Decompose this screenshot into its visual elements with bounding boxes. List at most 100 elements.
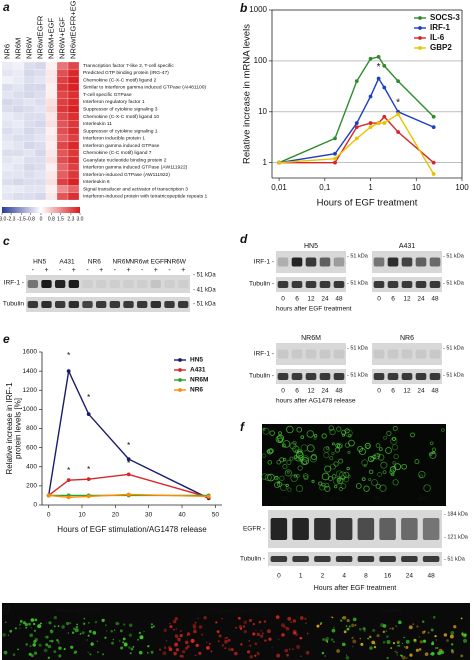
- cell-dot: [293, 474, 297, 478]
- cell-dot: [333, 461, 339, 467]
- blot-band: [95, 280, 107, 288]
- cell-dot: [49, 629, 54, 634]
- cell-dot: [436, 647, 439, 650]
- cell-dot: [281, 443, 286, 448]
- heatmap-cell: [56, 76, 69, 84]
- cell-dot: [316, 624, 320, 628]
- row-label: Tubulin -: [240, 556, 265, 563]
- heatmap-cell: [67, 105, 80, 113]
- blot-band: [305, 349, 317, 359]
- heatmap-cell: [34, 112, 47, 121]
- cell-dot: [224, 647, 227, 649]
- cell-dot: [361, 459, 369, 467]
- heatmap-cell: [23, 98, 36, 106]
- cell-dot: [432, 451, 436, 455]
- cell-dot: [345, 625, 348, 627]
- microscopy-image: [262, 424, 446, 506]
- cell-dot: [330, 638, 334, 641]
- time-label: 6: [295, 388, 299, 395]
- row-label: IRF-1 -: [254, 259, 274, 266]
- colorbar-tick-label: 2.3: [67, 216, 74, 222]
- cell-dot: [336, 426, 342, 432]
- time-label: 24: [417, 388, 425, 395]
- cell-dot: [363, 485, 370, 492]
- cell-dot: [235, 626, 238, 629]
- cell-dot: [329, 463, 336, 470]
- blot-band: [270, 556, 288, 562]
- cell-dot: [427, 631, 430, 634]
- cell-dot: [463, 633, 467, 637]
- blot-band: [429, 257, 441, 267]
- blot-band: [319, 281, 331, 288]
- x-tick-label: 40: [178, 512, 186, 519]
- cell-dot: [72, 627, 76, 631]
- heatmap-cell: [56, 149, 69, 157]
- cell-dot: [30, 618, 35, 622]
- colorbar-tick-label: 3.0: [77, 216, 84, 222]
- heatmap-cell: [1, 163, 14, 172]
- cell-dot: [83, 617, 86, 620]
- cell-dot: [227, 638, 231, 642]
- cell-dot: [336, 477, 344, 484]
- cell-dot: [192, 625, 197, 630]
- cell-dot: [74, 628, 79, 633]
- heatmap-cell: [56, 90, 69, 99]
- cell-dot: [295, 484, 304, 493]
- y-tick-label: 1000: [23, 406, 38, 413]
- cell-dot: [192, 629, 197, 634]
- cell-dot: [392, 642, 396, 645]
- cell-dot: [266, 449, 271, 454]
- blot-band: [387, 349, 399, 359]
- data-point: [277, 160, 281, 165]
- cell-dot: [131, 648, 134, 651]
- cell-dot: [306, 444, 315, 453]
- panel-label: c: [3, 234, 10, 248]
- blot-band: [305, 257, 317, 267]
- cell-dot: [249, 644, 252, 647]
- cell-dot: [83, 622, 86, 625]
- cell-dot: [256, 652, 260, 656]
- blot-band: [429, 373, 441, 380]
- blot-band: [415, 349, 427, 359]
- cell-dot: [260, 629, 263, 632]
- cell-dot: [429, 441, 434, 446]
- cell-dot: [413, 638, 417, 643]
- cell-dot: [130, 647, 134, 651]
- annotation: *: [87, 392, 91, 402]
- column-label: NR6: [2, 44, 11, 59]
- cell-dot: [195, 643, 199, 647]
- cell-dot: [342, 642, 346, 647]
- cell-dot: [208, 642, 211, 645]
- cell-dot: [401, 655, 406, 660]
- blot-band: [292, 556, 309, 562]
- row-label: Interferon gamma induced GTPase: [83, 143, 160, 149]
- cell-dot: [331, 616, 334, 619]
- cell-dot: [390, 437, 398, 445]
- blot-band: [136, 301, 148, 308]
- cell-dot: [376, 634, 380, 638]
- cell-dot: [375, 483, 381, 489]
- cell-dot: [181, 654, 185, 658]
- cell-dot: [12, 653, 16, 656]
- y-tick-label: 800: [26, 425, 37, 432]
- cell-dot: [370, 456, 375, 462]
- cell-dot: [361, 477, 366, 482]
- heatmap-cell: [12, 127, 25, 135]
- annotation: *: [67, 350, 71, 360]
- data-point: [368, 56, 373, 61]
- column-label: NR6wtEGFR+EGF: [68, 0, 77, 59]
- blot-band: [373, 373, 385, 380]
- row-label: Tubulin: [3, 301, 24, 308]
- data-point: [354, 136, 359, 141]
- heatmap-cell: [23, 156, 36, 164]
- blot-band: [401, 518, 418, 540]
- cell-dot: [226, 637, 228, 639]
- size-marker: - 51 kDa: [193, 273, 216, 279]
- cell-dot: [25, 626, 28, 629]
- blot-band: [270, 518, 288, 540]
- legend-marker: [178, 378, 182, 382]
- cell-dot: [403, 646, 406, 648]
- cell-dot: [57, 640, 60, 643]
- heatmap-cell: [12, 163, 25, 172]
- time-label: 0: [281, 388, 285, 395]
